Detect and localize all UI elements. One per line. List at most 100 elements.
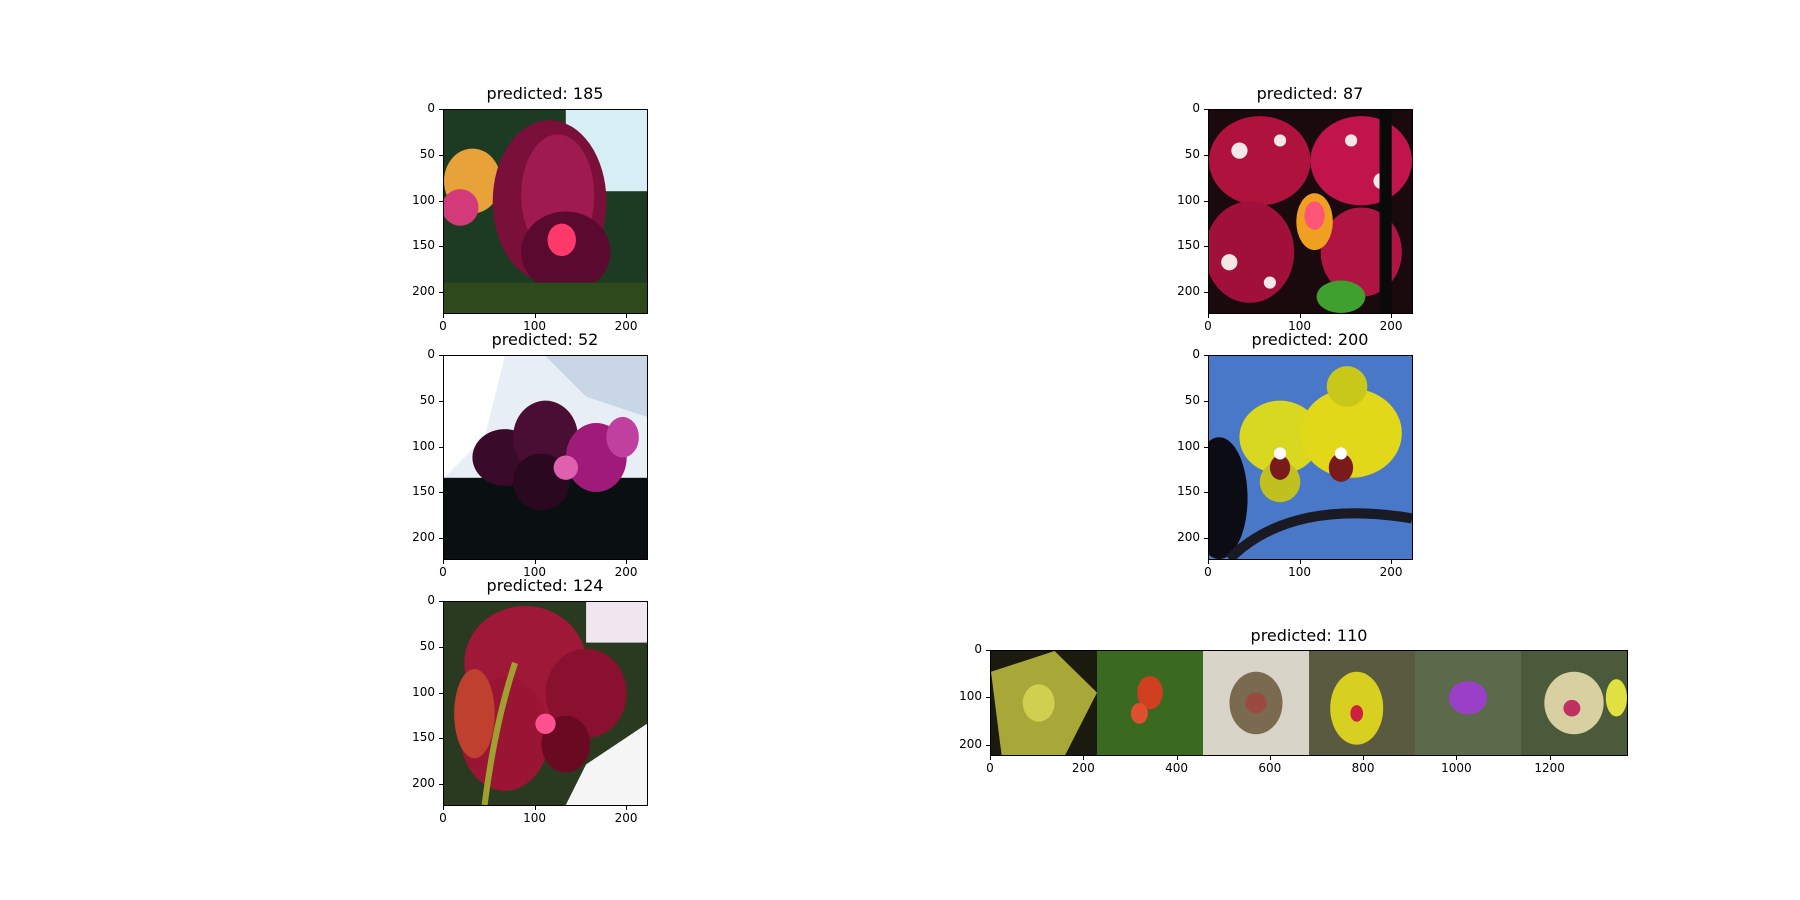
x-tick-label: 200 (614, 811, 638, 825)
y-tick-mark (1204, 538, 1208, 540)
y-tick-label: 100 (1177, 192, 1200, 207)
orchid-image (443, 109, 648, 314)
panel-title: predicted: 124 (486, 576, 604, 595)
x-tick-mark (626, 806, 628, 810)
y-tick-label: 150 (412, 730, 435, 745)
orchid-strip-image (990, 650, 1628, 756)
y-tick-mark (439, 200, 443, 202)
y-tick-mark (439, 738, 443, 740)
y-tick-label: 0 (1192, 347, 1200, 361)
y-tick-mark (986, 744, 990, 746)
y-tick-label: 50 (419, 146, 435, 161)
y-tick-label: 200 (412, 284, 435, 299)
x-tick-mark (1549, 756, 1551, 760)
y-tick-mark (439, 784, 443, 786)
y-tick-mark (439, 400, 443, 402)
x-tick-label: 200 (614, 319, 638, 333)
x-tick-label: 1000 (1441, 761, 1472, 775)
y-tick-mark (1204, 492, 1208, 494)
x-tick-mark (443, 560, 444, 564)
y-tick-mark (439, 601, 443, 602)
x-tick-label: 100 (1288, 319, 1311, 333)
x-tick-mark (626, 314, 628, 318)
y-tick-label: 100 (412, 684, 435, 699)
y-tick-mark (439, 355, 443, 356)
y-tick-mark (439, 492, 443, 494)
x-tick-label: 0 (1204, 565, 1212, 579)
x-tick-label: 0 (1204, 319, 1212, 333)
y-tick-label: 0 (427, 101, 435, 115)
x-tick-label: 600 (1258, 761, 1282, 775)
y-tick-label: 100 (412, 438, 435, 453)
y-tick-mark (986, 697, 990, 699)
y-tick-label: 50 (419, 638, 435, 653)
orchid-image (1208, 355, 1413, 560)
x-tick-mark (534, 314, 536, 318)
x-tick-label: 0 (986, 761, 994, 775)
x-tick-label: 100 (1288, 565, 1311, 579)
y-tick-mark (1204, 154, 1208, 156)
y-tick-label: 0 (427, 593, 435, 607)
x-tick-mark (534, 806, 536, 810)
y-tick-label: 200 (959, 736, 982, 751)
x-tick-label: 100 (523, 319, 546, 333)
y-tick-mark (439, 538, 443, 540)
y-tick-mark (1204, 446, 1208, 448)
x-tick-mark (443, 806, 444, 810)
x-tick-mark (1363, 756, 1365, 760)
y-tick-label: 200 (412, 530, 435, 545)
orchid-image (443, 355, 648, 560)
y-tick-label: 200 (412, 776, 435, 791)
x-tick-label: 1200 (1534, 761, 1565, 775)
y-tick-mark (439, 109, 443, 110)
y-tick-mark (439, 692, 443, 694)
y-tick-label: 0 (1192, 101, 1200, 115)
y-tick-label: 150 (1177, 238, 1200, 253)
y-tick-label: 100 (1177, 438, 1200, 453)
y-tick-mark (439, 246, 443, 248)
x-tick-mark (1299, 314, 1301, 318)
x-tick-label: 100 (523, 565, 546, 579)
y-tick-mark (1204, 200, 1208, 202)
panel-title: predicted: 185 (486, 84, 604, 103)
x-tick-mark (1208, 314, 1209, 318)
x-tick-label: 0 (439, 811, 447, 825)
x-tick-mark (1208, 560, 1209, 564)
panel-title: predicted: 110 (1250, 626, 1368, 645)
y-tick-label: 50 (419, 392, 435, 407)
x-tick-label: 200 (1379, 565, 1403, 579)
y-tick-mark (1204, 355, 1208, 356)
x-tick-mark (1083, 756, 1085, 760)
y-tick-label: 150 (412, 238, 435, 253)
y-tick-label: 50 (1184, 146, 1200, 161)
y-tick-label: 200 (1177, 530, 1200, 545)
y-tick-label: 100 (412, 192, 435, 207)
x-tick-label: 400 (1165, 761, 1188, 775)
y-tick-mark (1204, 246, 1208, 248)
y-tick-mark (1204, 400, 1208, 402)
x-tick-mark (990, 756, 991, 760)
x-tick-label: 800 (1351, 761, 1375, 775)
panel-title: predicted: 52 (491, 330, 599, 349)
y-tick-mark (439, 446, 443, 448)
panel-title: predicted: 200 (1251, 330, 1369, 349)
panel-title: predicted: 87 (1256, 84, 1364, 103)
x-tick-label: 200 (1071, 761, 1095, 775)
x-tick-mark (1269, 756, 1271, 760)
y-tick-mark (439, 292, 443, 294)
y-tick-mark (1204, 292, 1208, 294)
x-tick-label: 0 (439, 565, 447, 579)
x-tick-mark (626, 560, 628, 564)
x-tick-mark (1176, 756, 1178, 760)
y-tick-label: 150 (412, 484, 435, 499)
x-tick-mark (1391, 560, 1393, 564)
x-tick-mark (1456, 756, 1458, 760)
y-tick-mark (439, 646, 443, 648)
y-tick-label: 0 (427, 347, 435, 361)
x-tick-mark (534, 560, 536, 564)
x-tick-label: 0 (439, 319, 447, 333)
y-tick-label: 150 (1177, 484, 1200, 499)
y-tick-label: 0 (974, 642, 982, 656)
x-tick-mark (443, 314, 444, 318)
y-tick-mark (1204, 109, 1208, 110)
